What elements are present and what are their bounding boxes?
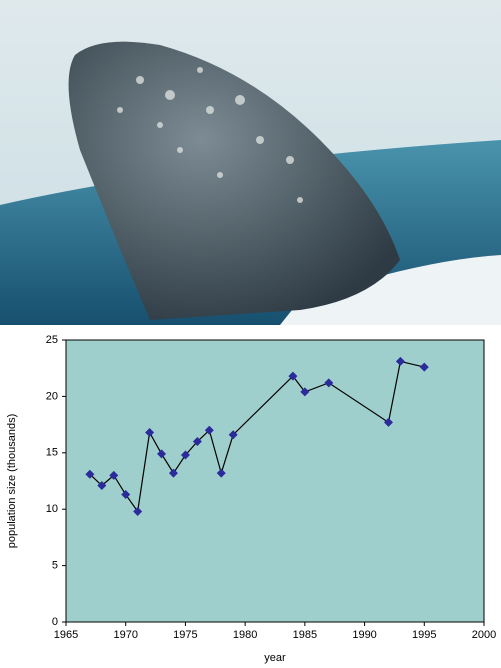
data-point (383, 417, 393, 427)
data-point (216, 468, 226, 478)
x-tick-label: 1980 (233, 629, 257, 641)
plot-area (65, 339, 485, 623)
x-tick-label: 1985 (293, 629, 317, 641)
x-tick-label: 1990 (352, 629, 376, 641)
data-point (180, 450, 190, 460)
data-point (157, 449, 167, 459)
data-point (395, 356, 405, 366)
data-point (133, 506, 143, 516)
y-tick-label: 20 (46, 390, 58, 402)
barnacles (117, 67, 303, 203)
x-axis-label: year (264, 652, 286, 664)
data-point (121, 490, 131, 500)
x-tick-label: 1965 (54, 629, 78, 641)
y-tick-label: 5 (52, 560, 58, 572)
data-point (300, 387, 310, 397)
y-tick-label: 25 (46, 334, 58, 346)
data-point (324, 378, 334, 388)
data-point (204, 425, 214, 435)
data-point (228, 430, 238, 440)
y-tick-label: 0 (52, 616, 58, 628)
x-tick-label: 2000 (472, 629, 496, 641)
data-point (288, 371, 298, 381)
ice-floe (280, 255, 501, 325)
y-tick-label: 15 (46, 447, 58, 459)
y-tick-label: 10 (46, 503, 58, 515)
data-point (85, 469, 95, 479)
whale (68, 41, 401, 321)
x-tick-label: 1995 (412, 629, 436, 641)
data-point (419, 362, 429, 372)
y-axis-label: population size (thousands) (6, 414, 18, 549)
photo (0, 0, 501, 325)
x-tick-label: 1975 (173, 629, 197, 641)
data-point (97, 481, 107, 491)
data-point (145, 427, 155, 437)
data-point (168, 468, 178, 478)
data-point (192, 437, 202, 447)
x-tick-label: 1970 (113, 629, 137, 641)
data-point (109, 470, 119, 480)
